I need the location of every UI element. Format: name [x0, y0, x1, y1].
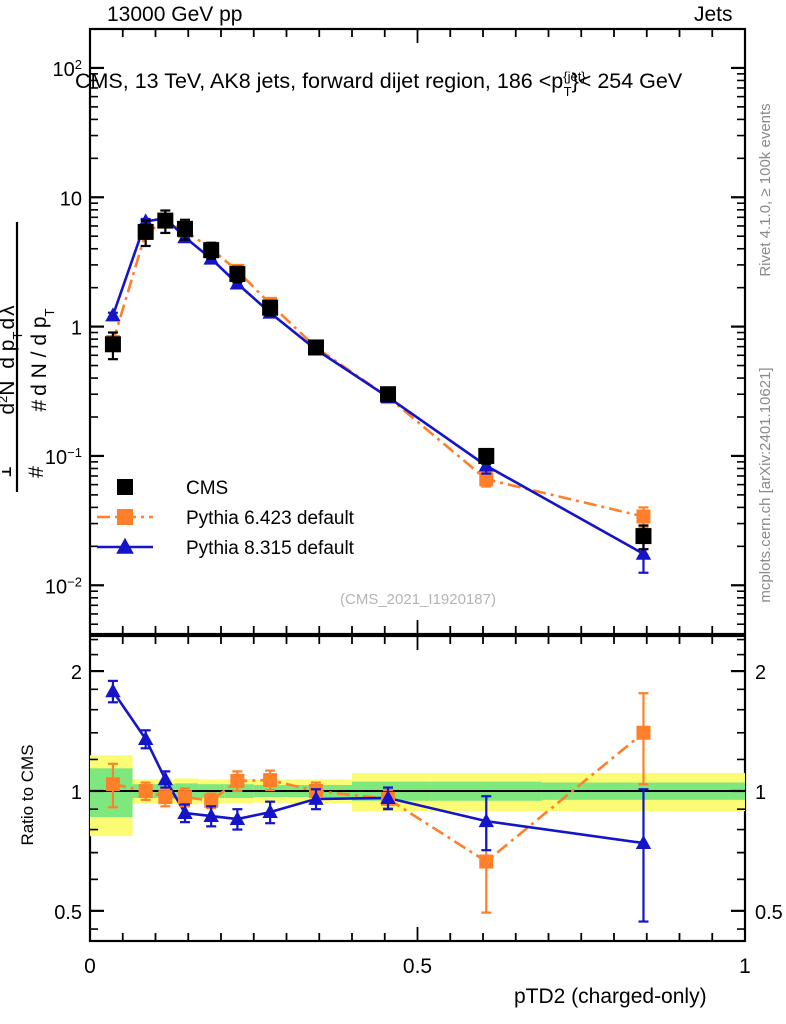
data-marker: [105, 777, 120, 792]
data-marker: [479, 472, 494, 487]
ratio-y-ticklabel-right: 0.5: [755, 902, 783, 924]
plot-title: CMS, 13 TeV, AK8 jets, forward dijet reg…: [75, 69, 683, 99]
data-marker: [138, 783, 153, 798]
side-annotation-rivet: Rivet 4.1.0, ≥ 100k events: [744, 40, 786, 340]
series-line: [111, 219, 644, 518]
data-marker: [635, 545, 652, 560]
data-marker: [636, 509, 651, 524]
data-marker: [157, 771, 174, 786]
ratio-y-axis-label: Ratio to CMS: [10, 700, 44, 890]
ratio-y-ticklabel: 0.5: [54, 902, 82, 924]
data-marker: [263, 773, 278, 788]
ratio-panel-series: [105, 679, 652, 923]
ratio-panel-y-ticklabels-right: 0.5 1 2: [755, 662, 783, 924]
x-ticklabel: 1: [739, 955, 751, 978]
data-marker: [116, 537, 134, 554]
data-marker: [137, 223, 154, 240]
svg-text:#: #: [25, 466, 44, 478]
data-marker: [117, 479, 133, 495]
ratio-y-ticklabel-right: 1: [755, 782, 766, 804]
data-marker: [105, 307, 121, 322]
data-marker: [229, 811, 246, 826]
svg-text:mcplots.cern.ch [arXiv:2401.10: mcplots.cern.ch [arXiv:2401.10621]: [757, 367, 774, 602]
legend-label: Pythia 8.315 default: [186, 538, 355, 559]
data-marker: [478, 813, 494, 828]
data-marker: [177, 790, 192, 805]
data-marker: [204, 793, 219, 808]
data-marker: [635, 834, 652, 849]
header-right: Jets: [694, 3, 733, 26]
y-axis-label-frac-prefix: 1 #: [2, 30, 44, 630]
data-marker: [479, 854, 494, 869]
side-annotation-mcplots: mcplots.cern.ch [arXiv:2401.10621]: [744, 330, 786, 640]
legend-item[interactable]: CMS: [117, 478, 228, 499]
data-marker: [117, 509, 133, 525]
main-y-ticklabel: 10−1: [45, 444, 82, 469]
data-marker: [177, 805, 193, 820]
series-line: [111, 216, 645, 555]
ratio-series-line: [111, 690, 644, 845]
ratio-panel-ticks: [89, 636, 746, 941]
data-marker: [105, 683, 121, 698]
data-marker: [157, 212, 174, 229]
header-left: 13000 GeV pp: [107, 3, 243, 26]
svg-text:1: 1: [2, 466, 16, 478]
data-marker: [478, 447, 495, 464]
svg-text:Rivet 4.1.0, ≥ 100k events: Rivet 4.1.0, ≥ 100k events: [757, 103, 774, 276]
ratio-y-ticklabel: 1: [71, 782, 82, 804]
data-marker: [158, 790, 173, 805]
x-axis-title: pTD2 (charged-only): [514, 985, 707, 1008]
x-ticklabel: 0: [84, 955, 96, 978]
main-y-ticklabel: 10: [60, 188, 82, 210]
watermark: (CMS_2021_I1920187): [340, 591, 496, 608]
main-panel-ticks: [89, 28, 746, 634]
svg-text:d2N d pTdλ: d2N d pTdλ: [0, 305, 25, 415]
data-marker: [308, 790, 324, 805]
x-ticklabel: 0.5: [403, 955, 432, 978]
data-marker: [203, 808, 219, 823]
data-marker: [380, 789, 396, 804]
x-axis-ticklabels: 0 0.5 1: [84, 955, 751, 978]
data-marker: [104, 336, 121, 353]
data-marker: [137, 731, 154, 746]
ratio-y-ticklabel: 2: [71, 662, 82, 684]
main-y-ticklabel: 1: [71, 318, 82, 340]
data-marker: [262, 804, 278, 819]
data-marker: [635, 528, 652, 545]
data-marker: [230, 773, 245, 788]
data-marker: [636, 725, 651, 740]
legend: CMS Pythia 6.423 default Pythia 8.315 defa…: [97, 478, 355, 559]
ratio-panel-y-ticklabels-left: 0.5 1 2: [54, 662, 82, 924]
data-marker: [307, 339, 324, 356]
svg-text:#d N / d pT: #d N / d pT: [28, 308, 57, 411]
data-marker: [262, 299, 279, 316]
data-marker: [229, 266, 246, 283]
y-axis-label: d2N d pTdλ #d N / d pT: [0, 30, 58, 630]
main-y-ticklabel: 10−2: [45, 574, 82, 599]
data-marker: [176, 220, 193, 237]
data-marker: [203, 242, 220, 259]
legend-label: Pythia 6.423 default: [186, 508, 355, 529]
legend-item[interactable]: Pythia 6.423 default: [97, 508, 355, 529]
legend-label: CMS: [186, 478, 228, 499]
data-marker: [380, 386, 397, 403]
ratio-y-ticklabel-right: 2: [755, 662, 766, 684]
legend-item[interactable]: Pythia 8.315 default: [97, 537, 355, 559]
svg-text:Ratio to CMS: Ratio to CMS: [18, 744, 37, 845]
main-panel-series: [104, 209, 652, 574]
